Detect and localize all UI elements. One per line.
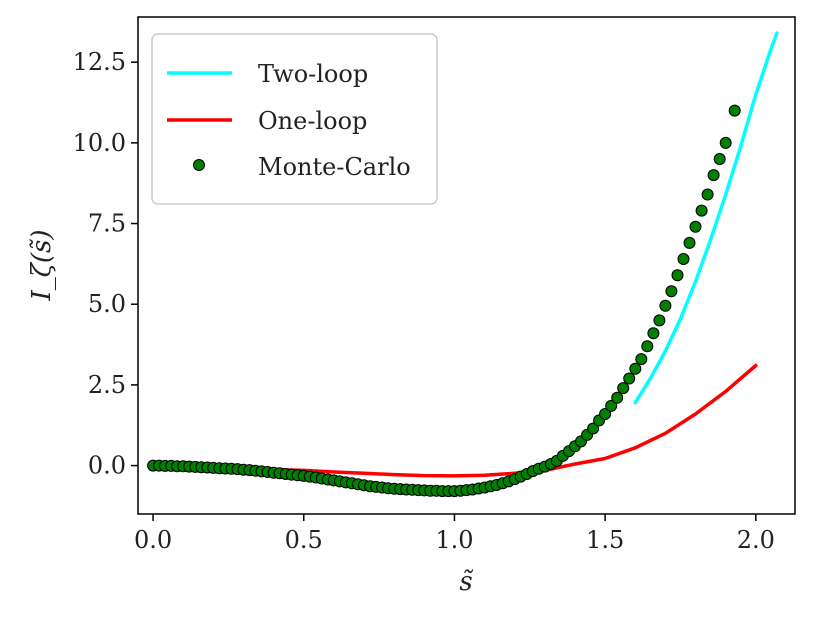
monte-carlo-point [713,153,726,165]
monte-carlo-point [617,382,630,395]
monte-carlo-point [665,285,678,298]
ticks-layer: 0.0 0.5 1.0 1.5 2.0 0.0 2.5 5.0 7.5 10.0 12.5 [73,48,775,554]
monte-carlo-point [635,353,648,366]
monte-carlo-point [605,399,618,412]
monte-carlo-point [695,204,708,217]
x-tick-label: 2.0 [737,526,775,554]
monte-carlo-point [599,408,612,420]
x-tick-label: 0.0 [134,526,172,554]
legend-label-one-loop: One-loop [258,107,367,135]
y-tick-label: 5.0 [88,290,126,318]
series-line-two-loop [633,31,779,405]
monte-carlo-point [659,299,672,312]
monte-carlo-point [701,188,714,201]
monte-carlo-point [629,362,642,375]
y-axis-label: I_ζ(s̃) [27,230,57,302]
monte-carlo-point [623,372,636,385]
monte-carlo-point [707,169,720,182]
monte-carlo-point [719,136,732,149]
monte-carlo-point [728,104,741,117]
legend-label-two-loop: Two-loop [258,60,368,88]
legend-swatch-monte-carlo [193,159,205,171]
y-tick-label: 7.5 [88,210,126,238]
monte-carlo-point [689,220,702,233]
x-tick-label: 1.0 [435,526,473,554]
legend: Two-loop One-loop Monte-Carlo [151,33,438,205]
y-tick-label: 10.0 [73,129,126,157]
x-axis-label: s̃ [459,567,474,597]
monte-carlo-point [653,314,666,327]
series-layer [147,31,779,498]
x-tick-label: 0.5 [285,526,323,554]
y-tick-label: 0.0 [88,452,126,480]
monte-carlo-point [683,236,696,249]
monte-carlo-point [647,327,660,340]
x-tick-label: 1.5 [586,526,624,554]
y-tick-label: 2.5 [88,371,126,399]
legend-box [151,33,438,205]
monte-carlo-point [671,269,684,282]
monte-carlo-point [611,391,624,404]
monte-carlo-point [677,253,690,265]
monte-carlo-point [641,340,654,353]
y-tick-label: 12.5 [73,48,126,76]
legend-label-monte-carlo: Monte-Carlo [258,153,411,181]
monte-carlo-point [587,422,600,435]
